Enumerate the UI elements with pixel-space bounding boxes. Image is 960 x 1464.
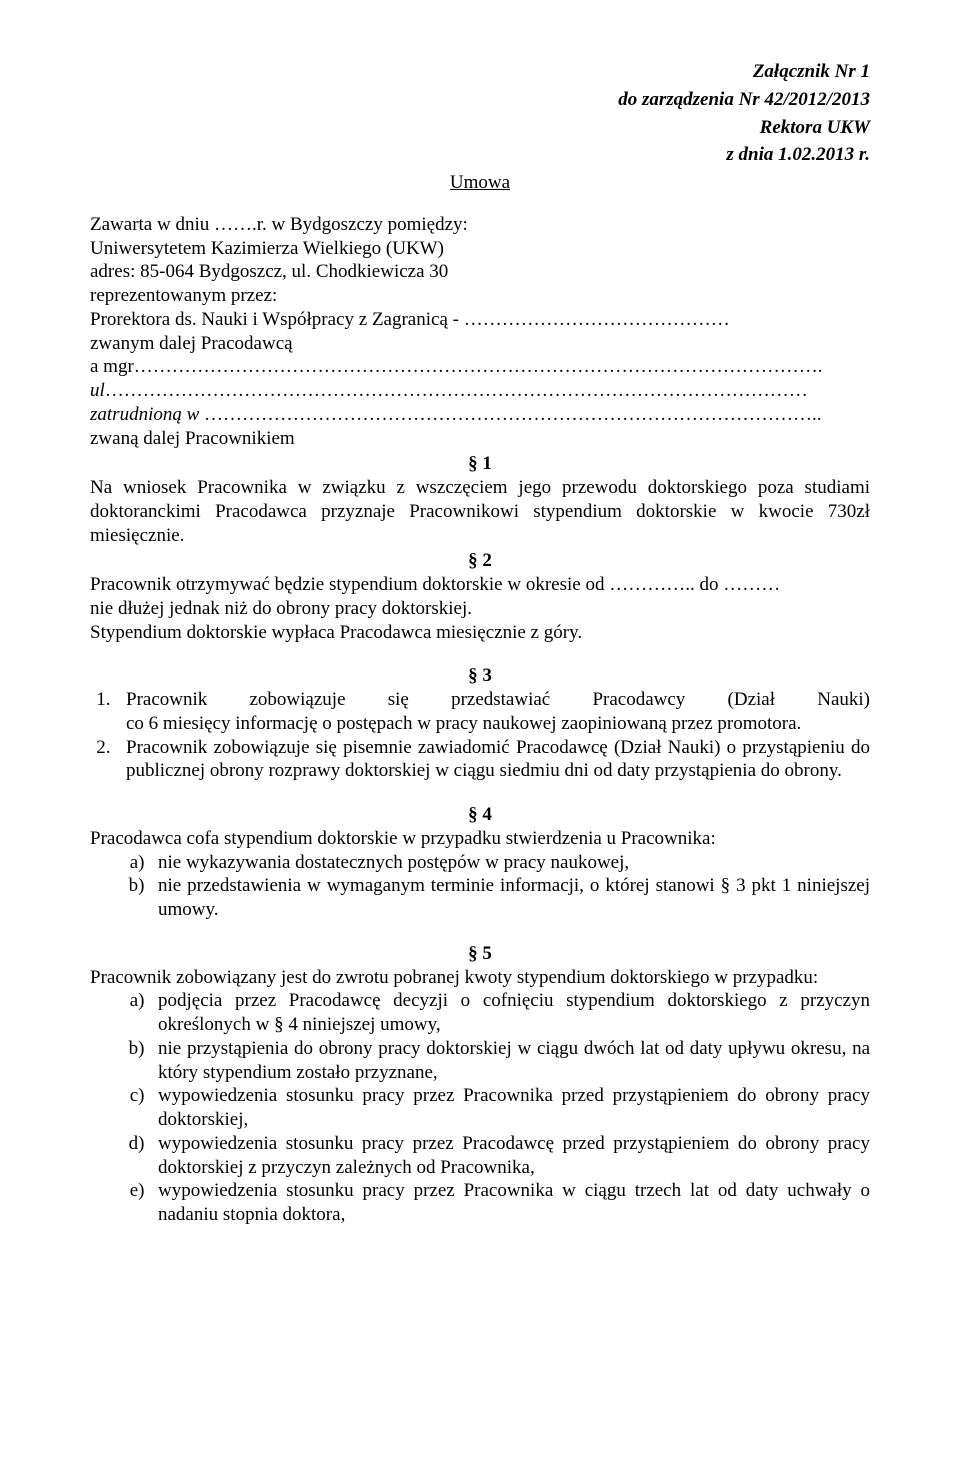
- intro-line-10: zwaną dalej Pracownikiem: [90, 427, 870, 451]
- section-3-item-1-line-a: Pracownik zobowiązuje się przedstawiać P…: [126, 688, 870, 712]
- section-2-heading: § 2: [90, 549, 870, 573]
- header-attachment-3: Rektora UKW: [90, 116, 870, 140]
- section-4-list: nie wykazywania dostatecznych postępów w…: [90, 851, 870, 922]
- section-5-item-c: wypowiedzenia stosunku pracy przez Praco…: [154, 1084, 870, 1132]
- leader-dots-3: …………………………………………………………………………………………………: [105, 380, 808, 401]
- intro-line-4: reprezentowanym przez:: [90, 284, 870, 308]
- section-5-item-e: wypowiedzenia stosunku pracy przez Praco…: [154, 1179, 870, 1227]
- section-4-lead: Pracodawca cofa stypendium doktorskie w …: [90, 827, 870, 851]
- intro-line-7: a mgr………………………………………………………………………………………………: [90, 355, 870, 379]
- intro-line-6: zwanym dalej Pracodawcą: [90, 332, 870, 356]
- leader-dots-1: ……………………………………: [464, 309, 730, 330]
- spacer: [90, 644, 870, 662]
- leader-dots-2: ……………………………………………………………………………………………….: [134, 356, 823, 377]
- intro-line-3: adres: 85-064 Bydgoszcz, ul. Chodkiewicz…: [90, 260, 870, 284]
- section-4-item-b: nie przedstawienia w wymaganym terminie …: [154, 874, 870, 922]
- intro-line-5: Prorektora ds. Nauki i Współpracy z Zagr…: [90, 308, 870, 332]
- section-3-heading: § 3: [90, 664, 870, 688]
- section-2-text-1: Pracownik otrzymywać będzie stypendium d…: [90, 573, 870, 597]
- intro-line-5-text: Prorektora ds. Nauki i Współpracy z Zagr…: [90, 309, 464, 330]
- intro-line-9-text: zatrudnioną w: [90, 404, 204, 425]
- section-2-text-3: Stypendium doktorskie wypłaca Pracodawca…: [90, 621, 870, 645]
- leader-dots-4: ……………………………………………………………………………………..: [204, 404, 822, 425]
- section-5-lead: Pracownik zobowiązany jest do zwrotu pob…: [90, 966, 870, 990]
- header-attachment-1: Załącznik Nr 1: [90, 60, 870, 84]
- header-attachment-2: do zarządzenia Nr 42/2012/2013: [90, 88, 870, 112]
- section-2-text-2: nie dłużej jednak niż do obrony pracy do…: [90, 597, 870, 621]
- section-4-item-a: nie wykazywania dostatecznych postępów w…: [154, 851, 870, 875]
- section-3-item-1-line-b: co 6 miesięcy informację o postępach w p…: [126, 712, 870, 736]
- section-5-item-a: podjęcia przez Pracodawcę decyzji o cofn…: [154, 989, 870, 1037]
- section-3-item-1: Pracownik zobowiązuje się przedstawiać P…: [120, 688, 870, 736]
- page: Załącznik Nr 1 do zarządzenia Nr 42/2012…: [0, 0, 960, 1464]
- section-3-list: Pracownik zobowiązuje się przedstawiać P…: [90, 688, 870, 783]
- header-attachment-4: z dnia 1.02.2013 r.: [90, 143, 870, 167]
- document-title: Umowa: [90, 171, 870, 195]
- section-1-text: Na wniosek Pracownika w związku z wszczę…: [90, 476, 870, 547]
- intro-line-2: Uniwersytetem Kazimierza Wielkiego (UKW): [90, 237, 870, 261]
- section-5-heading: § 5: [90, 942, 870, 966]
- intro-line-8-text: ul: [90, 380, 105, 401]
- intro-line-1: Zawarta w dniu …….r. w Bydgoszczy pomięd…: [90, 213, 870, 237]
- section-5-item-b: nie przystąpienia do obrony pracy doktor…: [154, 1037, 870, 1085]
- section-4-heading: § 4: [90, 803, 870, 827]
- intro-line-7-text: a mgr: [90, 356, 134, 377]
- section-3-item-2: Pracownik zobowiązuje się pisemnie zawia…: [120, 736, 870, 784]
- section-5-list: podjęcia przez Pracodawcę decyzji o cofn…: [90, 989, 870, 1227]
- spacer: [90, 922, 870, 940]
- spacer: [90, 783, 870, 801]
- intro-line-9: zatrudnioną w ………………………………………………………………………: [90, 403, 870, 427]
- intro-line-8: ul…………………………………………………………………………………………………: [90, 379, 870, 403]
- section-1-heading: § 1: [90, 452, 870, 476]
- section-5-item-d: wypowiedzenia stosunku pracy przez Praco…: [154, 1132, 870, 1180]
